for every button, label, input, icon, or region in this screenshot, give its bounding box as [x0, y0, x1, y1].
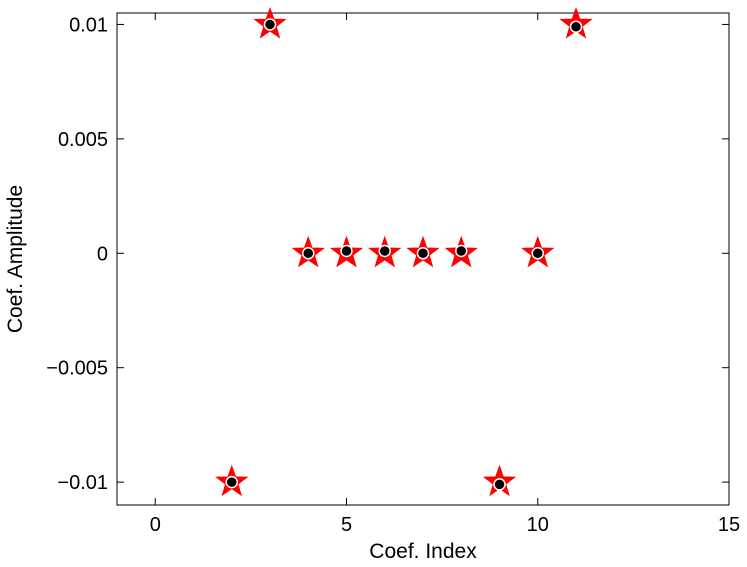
y-tick-label: 0.01	[69, 14, 108, 36]
circle-marker	[569, 20, 583, 33]
x-axis-label: Coef. Index	[369, 540, 477, 563]
circle-marker	[378, 244, 391, 258]
circle-marker	[531, 247, 544, 260]
circle-marker	[416, 247, 430, 260]
circle-marker	[302, 247, 315, 260]
circle-marker	[340, 244, 353, 258]
y-tick-label: −0.01	[57, 472, 108, 494]
x-tick-label: 10	[527, 514, 549, 536]
circle-marker	[225, 475, 238, 489]
circle-marker	[263, 18, 277, 31]
x-tick-label: 15	[718, 514, 740, 536]
data-points	[215, 6, 593, 497]
circle-marker	[455, 244, 468, 258]
axis-ticks: 0 5 10 15 −0.01 −0.005 0 0.005 0.01	[46, 13, 740, 536]
x-tick-label: 0	[150, 514, 161, 536]
circle-marker	[493, 478, 506, 491]
y-axis-label: Coef. Amplitude	[4, 185, 27, 333]
y-tick-label: 0.005	[58, 129, 108, 151]
x-tick-label: 5	[341, 514, 352, 536]
y-tick-label: 0	[97, 243, 108, 265]
y-tick-label: −0.005	[46, 358, 108, 380]
